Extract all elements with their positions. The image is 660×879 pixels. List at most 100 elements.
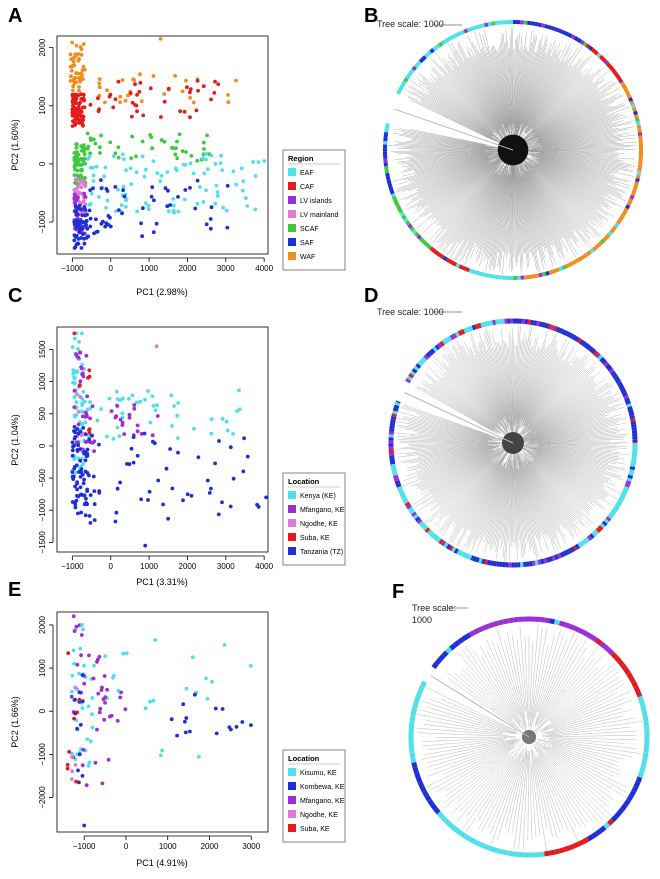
tree-branch <box>523 161 596 238</box>
scatter-point <box>124 197 129 202</box>
scatter-point <box>214 183 219 188</box>
tree-branch <box>534 446 626 465</box>
tree-ring-segment <box>530 319 535 326</box>
scatter-point <box>133 103 138 107</box>
tree-branch <box>538 444 617 450</box>
tree-branch <box>409 80 494 137</box>
tree-ring-segment <box>412 513 419 520</box>
scatter-point <box>74 470 78 475</box>
tree-branch <box>515 176 525 254</box>
scatter-point <box>116 145 121 150</box>
y-tick-label: −2000 <box>38 786 47 809</box>
tree-branch <box>480 467 506 543</box>
tree-ring-segment <box>614 504 620 510</box>
tree-branch <box>527 128 619 148</box>
tree-branch <box>512 338 514 437</box>
tree-ring-segment <box>417 360 424 367</box>
tree-branch <box>491 463 510 549</box>
tree-branch <box>521 177 546 249</box>
scatter-point <box>132 78 137 83</box>
scatter-point <box>111 675 115 680</box>
tree-branch <box>529 446 625 470</box>
scatter-point <box>70 470 75 474</box>
scatter-point <box>83 432 88 437</box>
scatter-point <box>155 403 159 407</box>
tree-ring-segment <box>421 239 427 245</box>
tree-ring-segment <box>622 391 628 397</box>
tree-branch <box>510 459 513 547</box>
tree-branch <box>452 452 508 544</box>
scatter-point <box>79 470 84 475</box>
tree-branch <box>446 355 501 426</box>
tree-branch <box>526 106 630 146</box>
tree-ring-segment <box>541 322 547 328</box>
scatter-point <box>80 225 85 230</box>
scatter-point <box>130 393 135 398</box>
tree-branch <box>449 353 500 424</box>
tree-branch <box>529 165 602 237</box>
tree-branch <box>466 668 513 720</box>
scatter-point <box>78 100 82 105</box>
tree-branch <box>541 692 618 731</box>
tree-branch <box>519 383 613 439</box>
scatter-point <box>70 448 75 453</box>
tree-branch <box>519 157 593 248</box>
tree-ring-segment <box>487 845 495 852</box>
tree-ring-segment <box>416 518 423 525</box>
tree-branch <box>518 450 573 531</box>
scatter-point <box>146 203 151 208</box>
tree-ring-segment <box>384 128 389 133</box>
tree-branch <box>525 92 609 143</box>
tree-branch <box>445 63 504 138</box>
tree-branch <box>447 43 507 139</box>
tree-branch <box>520 165 565 260</box>
tree-branch <box>536 452 606 483</box>
scatter-point <box>176 450 180 455</box>
scatter-point <box>81 92 86 97</box>
tree-branch <box>496 50 511 136</box>
tree-branch <box>523 407 617 440</box>
tree-branch <box>513 469 516 543</box>
tree-branch <box>520 155 608 220</box>
tree-branch <box>535 160 626 201</box>
tree-branch <box>538 101 615 138</box>
tree-branch <box>396 424 492 440</box>
tree-ring-segment <box>574 543 581 550</box>
tree-ring-segment <box>634 114 639 119</box>
tree-ring-segment <box>389 460 396 465</box>
scatter-point <box>77 230 82 235</box>
points-c <box>70 331 268 548</box>
scatter-point <box>73 52 78 57</box>
tree-branch <box>527 453 606 511</box>
tree-branch <box>428 448 504 493</box>
tree-ring-segment <box>409 509 416 515</box>
scatter-point <box>105 189 110 193</box>
legend-entry: Kisumu, KE <box>300 770 337 777</box>
tree-ring-segment <box>406 504 412 510</box>
tree-branch <box>422 81 504 143</box>
legend-entry: Mfangano, KE <box>300 507 345 514</box>
tree-branch <box>532 82 593 134</box>
tree-ring-segment <box>389 422 396 426</box>
tree-branch <box>437 155 508 227</box>
tree-branch <box>418 72 496 136</box>
scatter-point <box>224 208 229 213</box>
scatter-point <box>150 433 155 438</box>
tree-branch <box>537 164 613 209</box>
y-axis-label-a: PC2 (1.60%) <box>10 119 20 171</box>
scatter-point <box>88 224 93 229</box>
scatter-point <box>108 224 113 229</box>
tree-branch <box>520 176 546 265</box>
tree-ring-segment <box>449 334 455 341</box>
x-tick-label: 3000 <box>217 264 235 273</box>
tree-branch <box>450 174 499 258</box>
tree-branch <box>417 154 505 207</box>
panel-label-b: B <box>364 5 378 27</box>
scatter-point <box>80 763 85 768</box>
tree-branch <box>529 460 582 520</box>
tree-branch <box>538 113 619 142</box>
tree-branch <box>522 376 593 435</box>
tree-branch <box>520 44 548 126</box>
tree-branch <box>436 157 505 225</box>
tree-branch <box>491 641 522 717</box>
